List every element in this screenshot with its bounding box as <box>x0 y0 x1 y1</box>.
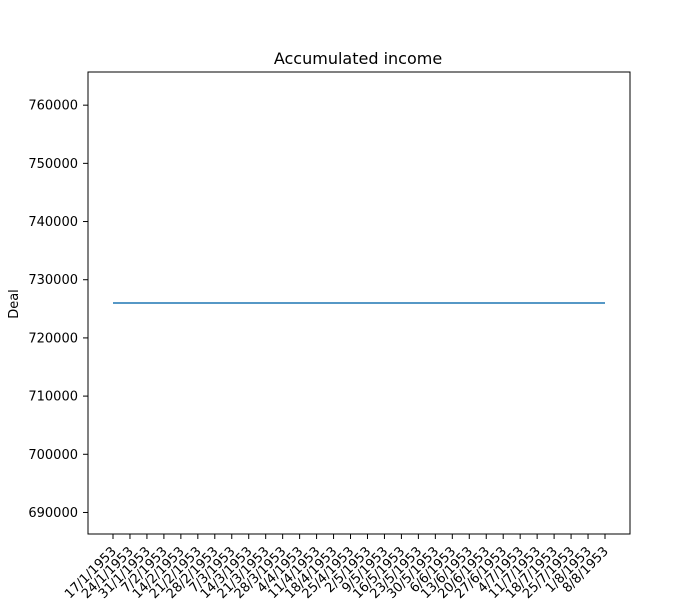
x-axis: 17/1/195324/1/195331/1/19537/2/195314/2/… <box>62 534 612 600</box>
y-tick-label: 730000 <box>28 273 78 288</box>
y-tick-label: 750000 <box>28 157 78 172</box>
y-axis: 690000 700000 710000 720000 730000 740000 7500… <box>28 99 88 521</box>
y-tick-label: 710000 <box>28 390 78 405</box>
y-tick-label: 720000 <box>28 331 78 346</box>
chart-title: Accumulated income <box>274 49 442 68</box>
y-axis-title: Deal <box>7 289 22 319</box>
y-tick-label: 740000 <box>28 215 78 230</box>
y-tick-label: 760000 <box>28 99 78 114</box>
y-tick-label: 700000 <box>28 448 78 463</box>
plot-area-frame <box>87 71 631 535</box>
y-tick-label: 690000 <box>28 506 78 521</box>
